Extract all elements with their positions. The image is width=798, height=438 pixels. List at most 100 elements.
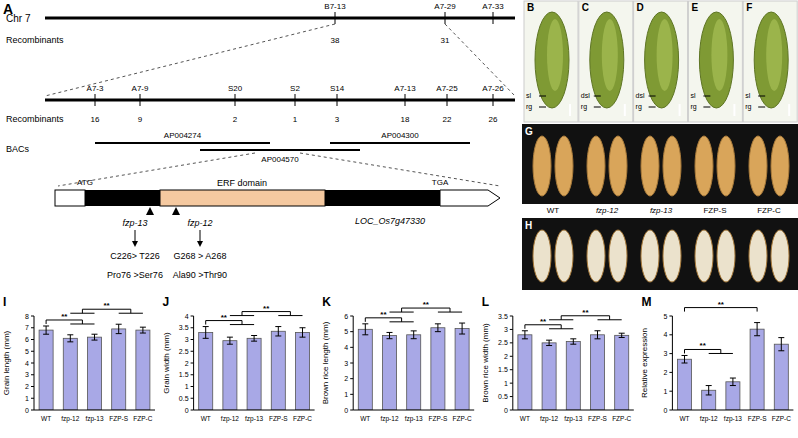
stop-codon: TGA [432, 178, 449, 187]
panel-letter: D [637, 2, 644, 13]
x-tick-label: FZP-S [109, 415, 128, 422]
error-cap [730, 378, 736, 379]
bracket-end [757, 308, 758, 312]
x-tick-label: fzp-13 [724, 415, 742, 423]
error-cap [116, 324, 122, 325]
panel-letter: K [322, 295, 331, 309]
bar-chart: MRelative expression012345WTfzp-12fzp-13… [640, 295, 793, 423]
y-tick-label: 7 [25, 324, 29, 331]
bar-chart: JGrain width (mm)00.511.522.533.54WTfzp-… [162, 295, 315, 423]
bar [136, 330, 150, 410]
y-tick-label: 5 [344, 328, 348, 335]
zoom-line [300, 153, 500, 186]
x-tick-label: FZP-S [429, 415, 448, 422]
spikelet [645, 12, 679, 108]
y-tick-label: 4 [344, 344, 348, 351]
y-tick-label: 1 [663, 388, 667, 395]
spikelet [754, 12, 788, 108]
error-line [437, 324, 438, 332]
x-tick-label: FZP-S [748, 415, 767, 422]
organ-arrow [594, 107, 601, 108]
organ-arrow [703, 107, 710, 108]
y-tick-label: 0 [504, 407, 508, 414]
grain [587, 230, 605, 282]
grain [695, 136, 713, 196]
error-line [70, 335, 71, 342]
error-line [597, 331, 598, 339]
error-cap [595, 338, 601, 339]
figure: AChr 7B7-1338A7-2931A7-33RecombinantsA7-… [0, 0, 798, 438]
error-bar [570, 339, 576, 344]
spikelet-photo [688, 1, 742, 122]
error-cap [435, 323, 441, 324]
bar [590, 335, 604, 410]
error-line [549, 340, 550, 345]
axis-title: Brown rice width (mm) [481, 323, 490, 403]
error-cap [43, 325, 49, 326]
grain [555, 136, 573, 196]
recombinant-count: 9 [138, 115, 143, 124]
x-tick-label: FZP-C [133, 415, 152, 422]
error-cap [570, 344, 576, 345]
bar [87, 337, 101, 410]
utr-arrow [440, 190, 500, 206]
bar [271, 331, 285, 410]
locus-label: LOC_Os7g47330 [355, 216, 425, 226]
error-bar [227, 337, 233, 344]
amino-acid-change: Ala90 >Thr90 [173, 270, 227, 280]
error-bar [522, 331, 528, 339]
y-axis [672, 316, 673, 410]
marks [677, 323, 788, 410]
bracket-end [450, 308, 451, 312]
allele-label: fzp-13 [122, 218, 147, 228]
x-tick-label: fzp-13 [405, 415, 423, 423]
spikelet-photo [634, 1, 688, 122]
y-tick-label: 2 [663, 369, 667, 376]
x-tick-label: WT [360, 415, 370, 422]
marker-tick [493, 12, 494, 24]
error-cap [275, 335, 281, 336]
grain [749, 230, 767, 282]
spikelet [699, 12, 733, 108]
error-line [254, 336, 255, 342]
error-cap [411, 338, 417, 339]
error-cap [275, 326, 281, 327]
error-cap [682, 355, 688, 356]
bar [774, 344, 788, 410]
bracket-end [684, 349, 685, 353]
marker-tick [295, 94, 296, 106]
error-cap [754, 335, 760, 336]
recombinant-count: 26 [489, 115, 498, 124]
bar-chart: IGrain length (mm)012345678WTfzp-12fzp-1… [2, 295, 155, 423]
scale-bar [788, 104, 790, 116]
bracket-end [46, 320, 47, 324]
error-cap [730, 385, 736, 386]
error-line [732, 378, 733, 386]
significance: ** [423, 300, 430, 309]
recombinant-count: 1 [293, 115, 298, 124]
organ-arrow [594, 96, 601, 97]
organ-arrow [703, 96, 710, 97]
panel-a: AChr 7B7-1338A7-2931A7-33RecombinantsA7-… [3, 1, 515, 280]
significance: ** [718, 300, 725, 309]
error-cap [778, 350, 784, 351]
error-bar [682, 355, 688, 363]
spikelet-highlight [766, 19, 782, 91]
organ-arrow [539, 96, 546, 97]
organ-label: rg [581, 103, 587, 111]
bar [542, 343, 556, 410]
bac-label: AP004570 [261, 155, 299, 164]
organ-label: dsl [636, 92, 645, 99]
x-tick-label: fzp-12 [540, 415, 558, 423]
recombinant-count: 18 [401, 115, 410, 124]
y-tick-label: 2 [185, 360, 189, 367]
error-line [757, 323, 758, 336]
y-tick-label: 4 [185, 313, 189, 320]
scale-bar [569, 104, 571, 116]
bar [199, 332, 213, 410]
bracket-end [561, 325, 562, 329]
error-line [229, 337, 230, 344]
bracket-end [561, 316, 562, 320]
error-bar [706, 386, 712, 395]
axis-title: Relative expression [640, 328, 649, 398]
